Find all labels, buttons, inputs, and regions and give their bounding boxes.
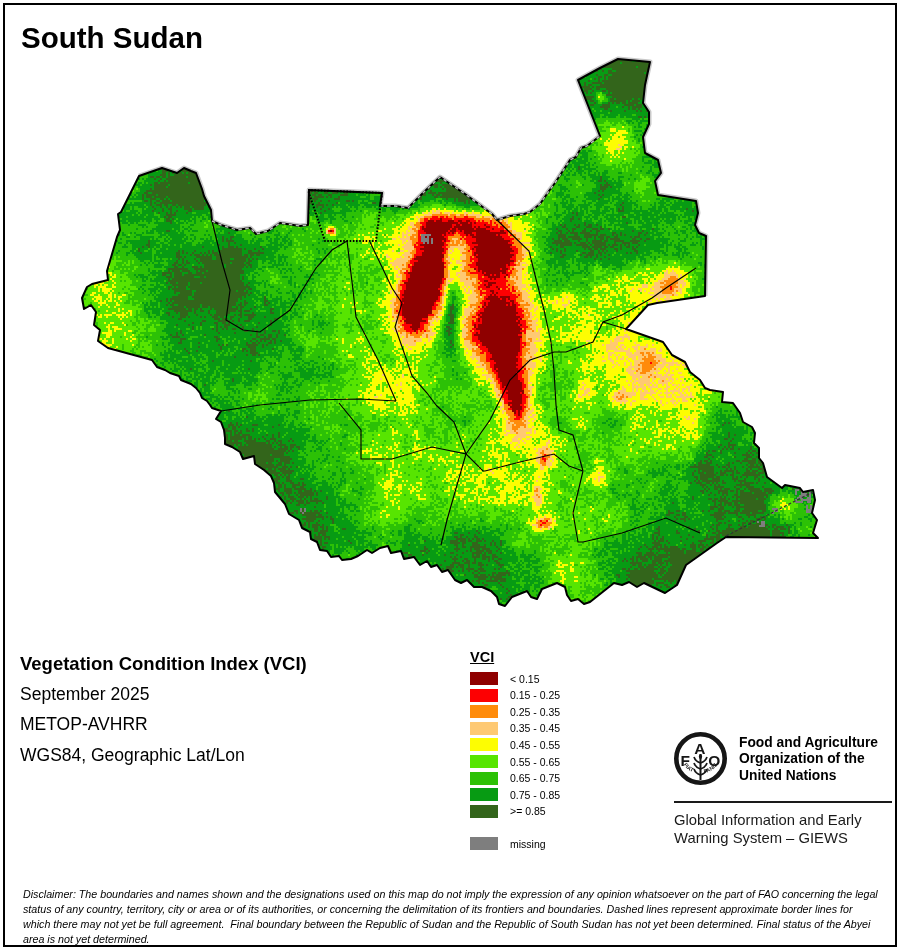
- svg-text:A: A: [694, 740, 705, 757]
